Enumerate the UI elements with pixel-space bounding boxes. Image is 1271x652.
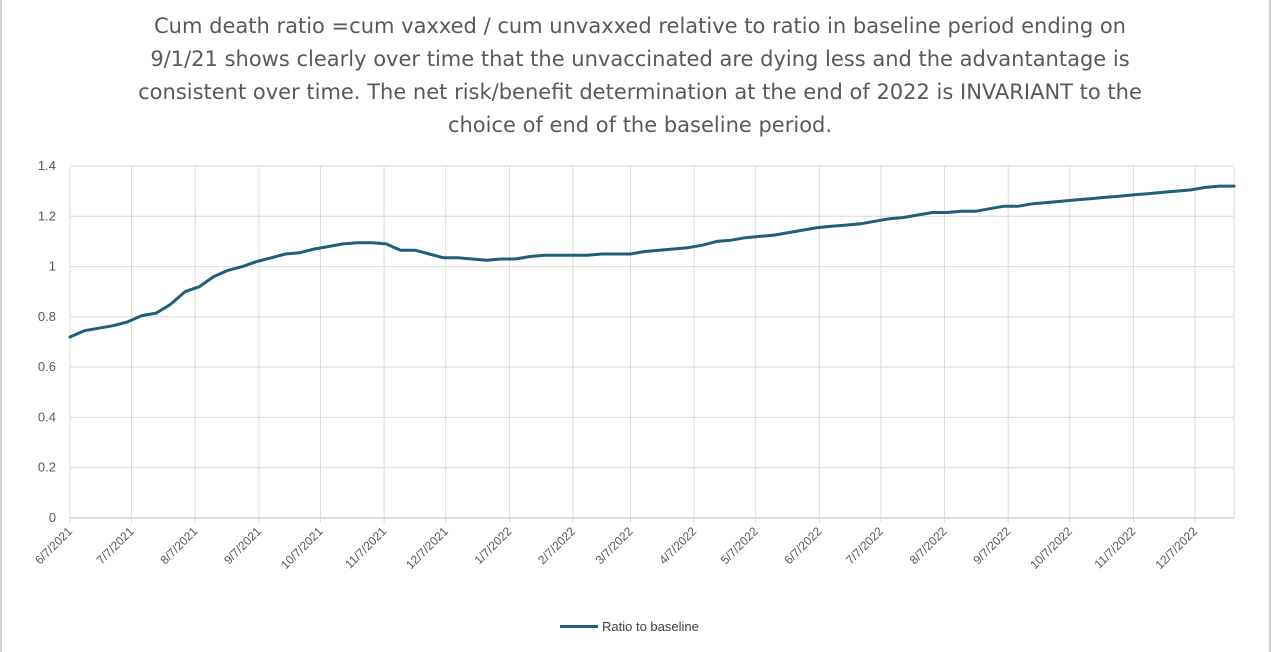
y-tick-label: 1.4 bbox=[38, 158, 56, 173]
y-tick-label: 0.8 bbox=[38, 309, 56, 324]
legend-swatch bbox=[560, 624, 598, 628]
x-tick-label: 7/7/2022 bbox=[843, 524, 886, 567]
x-tick-label: 6/7/2021 bbox=[32, 524, 75, 567]
y-tick-label: 0.2 bbox=[38, 460, 56, 475]
y-tick-label: 0 bbox=[49, 510, 56, 525]
y-tick-label: 0.6 bbox=[38, 359, 56, 374]
y-tick-label: 1.2 bbox=[38, 208, 56, 223]
x-tick-label: 12/7/2021 bbox=[403, 524, 451, 572]
x-tick-label: 11/7/2022 bbox=[1092, 524, 1139, 571]
x-tick-label: 8/7/2022 bbox=[907, 524, 950, 567]
y-tick-label: 0.4 bbox=[38, 409, 56, 424]
x-tick-label: 1/7/2022 bbox=[472, 524, 515, 567]
series-group bbox=[68, 184, 1236, 339]
x-tick-label: 2/7/2022 bbox=[535, 524, 578, 567]
x-tick-label: 5/7/2022 bbox=[718, 524, 761, 567]
x-tick-label: 7/7/2021 bbox=[94, 524, 137, 567]
chart-title: Cum death ratio =cum vaxxed / cum unvaxx… bbox=[138, 14, 1142, 137]
series-line-ratio-to-baseline bbox=[68, 184, 1236, 339]
x-tick-label: 9/7/2021 bbox=[221, 524, 264, 567]
gridlines bbox=[69, 165, 1235, 523]
x-axis-ticks: 6/7/2021 7/7/2021 8/7/2021 9/7/2021 10/7/202… bbox=[32, 524, 1200, 572]
x-tick-label: 4/7/2022 bbox=[656, 524, 699, 567]
x-tick-label: 3/7/2022 bbox=[593, 524, 636, 567]
x-tick-label: 10/7/2022 bbox=[1027, 524, 1075, 572]
x-tick-label: 6/7/2022 bbox=[781, 524, 824, 567]
y-tick-label: 1 bbox=[49, 259, 56, 274]
legend-label: Ratio to baseline bbox=[602, 618, 699, 634]
x-tick-label: 10/7/2021 bbox=[278, 524, 326, 572]
x-tick-label: 8/7/2021 bbox=[157, 524, 200, 567]
y-axis-ticks: 0 0.2 0.4 0.6 0.8 1 1.2 1.4 bbox=[38, 158, 56, 525]
x-tick-label: 12/7/2022 bbox=[1152, 524, 1200, 572]
x-tick-label: 9/7/2022 bbox=[970, 524, 1013, 567]
legend: Ratio to baseline bbox=[560, 616, 699, 636]
x-tick-label: 11/7/2021 bbox=[342, 524, 389, 571]
